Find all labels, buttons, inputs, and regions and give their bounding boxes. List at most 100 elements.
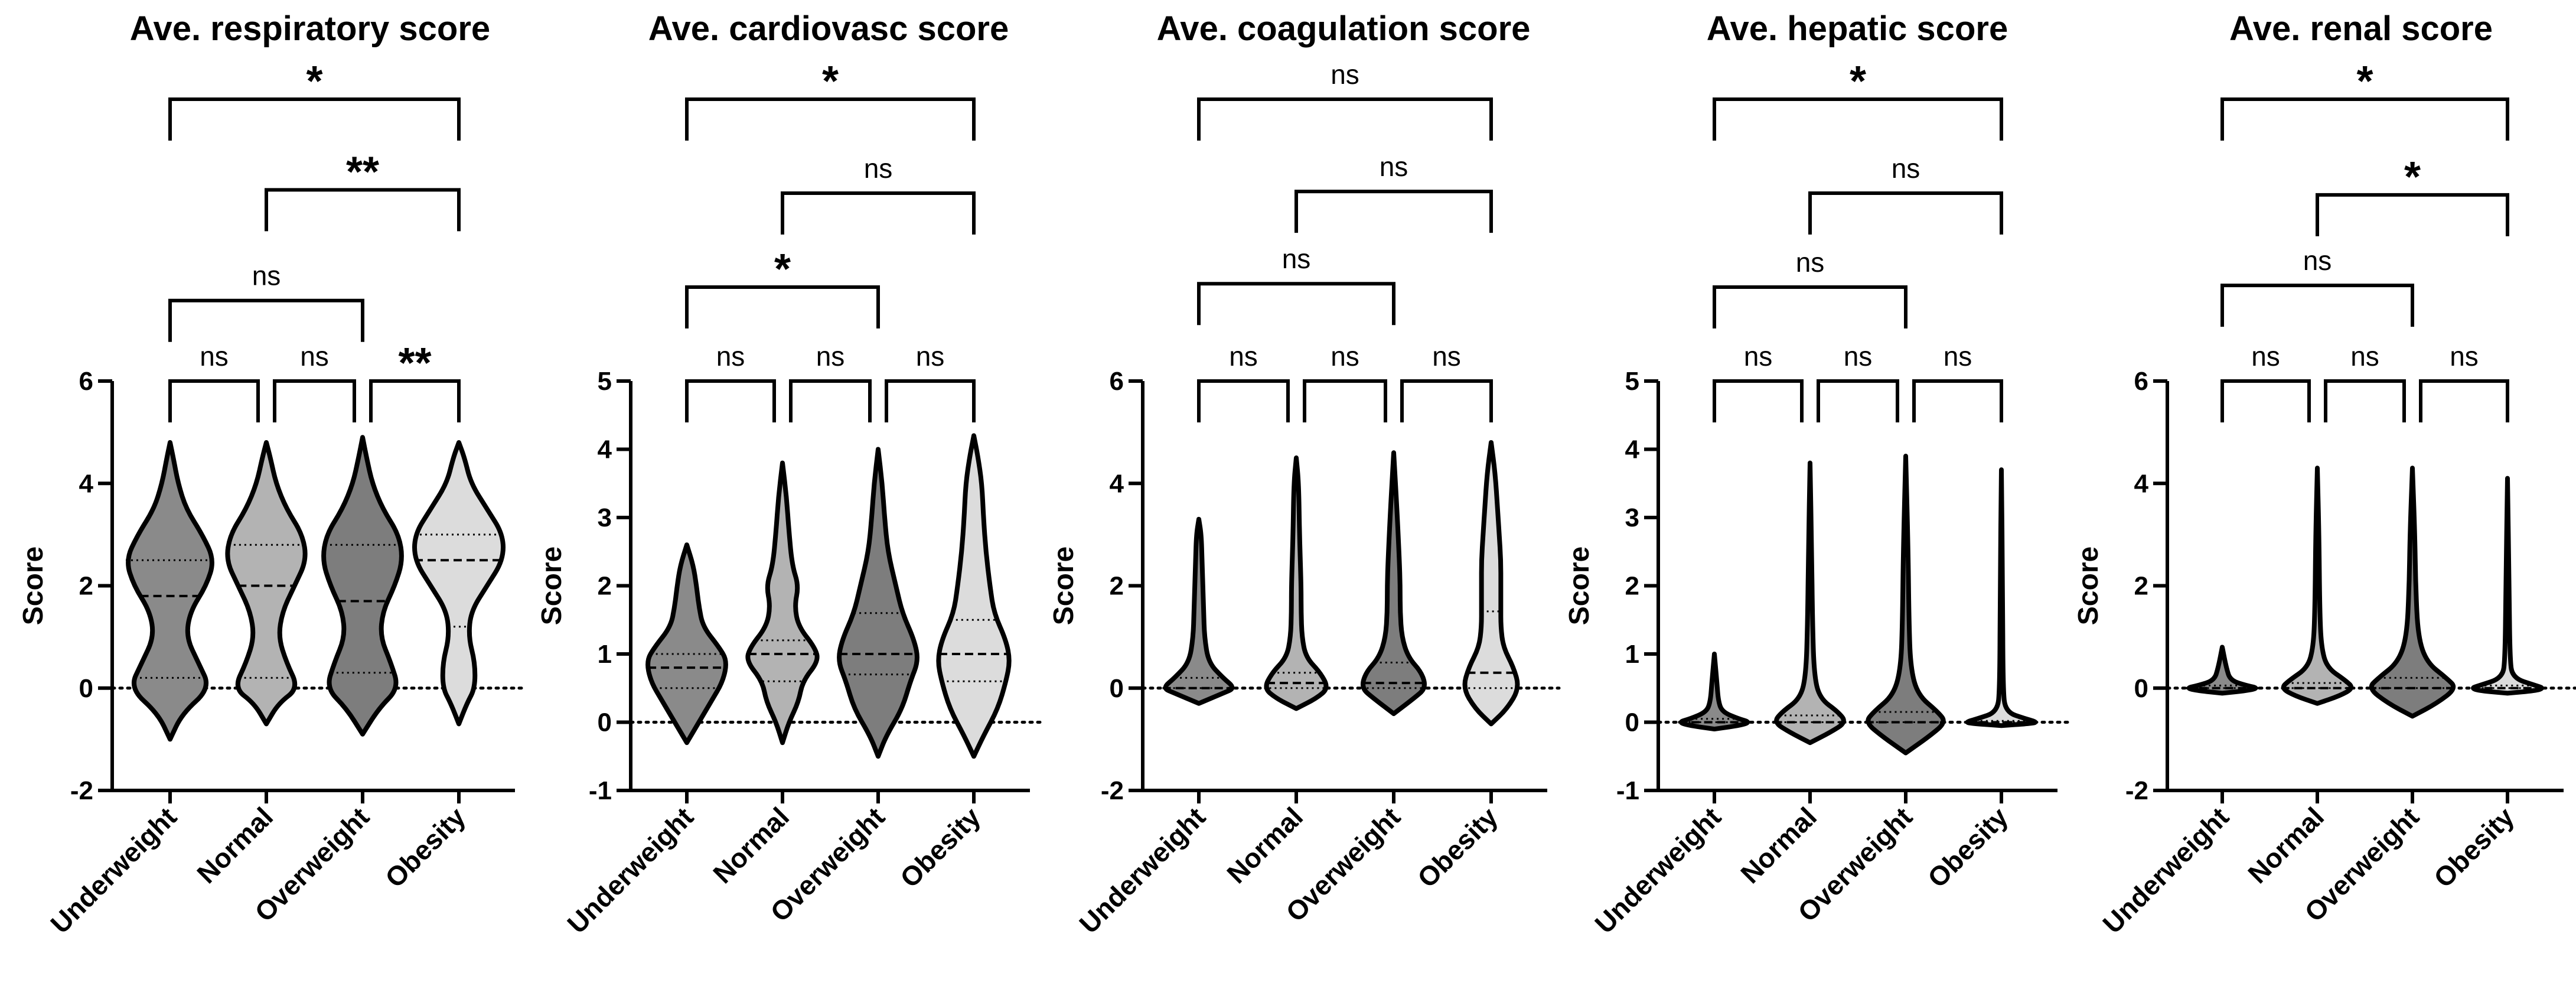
y-tick-label: -1: [1616, 776, 1639, 805]
chart-panel-5: Ave. renal score -2 0 2 4 6 Score Underweight No…: [2073, 9, 2576, 939]
significance-bracket: [1294, 190, 1493, 233]
y-tick-label: 2: [1625, 572, 1639, 601]
y-axis-label: Score: [1048, 546, 1080, 625]
y-tick-label: 1: [1625, 640, 1639, 669]
significance-label: *: [306, 58, 322, 105]
significance-bracket: [1713, 285, 1907, 328]
significance-bracket: [273, 379, 356, 422]
significance-bracket: [1197, 379, 1290, 422]
significance-bracket: [1197, 282, 1395, 326]
violin-underweight: [1678, 652, 1750, 732]
y-tick-label: 1: [598, 640, 612, 669]
y-tick-label: -1: [589, 776, 612, 805]
y-tick-label: -2: [2125, 776, 2148, 805]
chart-title: Ave. coagulation score: [1157, 9, 1531, 48]
y-tick-label: 0: [1625, 708, 1639, 737]
significance-bracket: [2220, 97, 2509, 141]
significance-label: ns: [1796, 247, 1825, 278]
chart-title: Ave. hepatic score: [1707, 9, 2008, 48]
chart-title: Ave. respiratory score: [130, 9, 490, 48]
chart-panel-2: Ave. cardiovasc score -1 0 1 2 3 4 5 Score Underw…: [536, 9, 1044, 939]
violin-obesity: [936, 433, 1012, 759]
violin-normal: [745, 460, 820, 746]
significance-label: **: [346, 148, 379, 196]
chart-title: Ave. cardiovasc score: [648, 9, 1009, 48]
significance-label: ns: [1944, 341, 1972, 372]
significance-label: ns: [2350, 341, 2379, 372]
violin-overweight: [321, 435, 404, 737]
chart-title: Ave. renal score: [2229, 9, 2493, 48]
y-tick-label: -2: [1101, 776, 1124, 805]
significance-bracket: [1912, 379, 2003, 422]
y-tick-label: 4: [1625, 435, 1640, 464]
y-tick-label: 4: [2134, 469, 2149, 498]
significance-bracket: [1400, 379, 1493, 422]
violin-underweight: [645, 542, 728, 746]
y-axis-label: Score: [18, 546, 49, 625]
x-tick-label: Normal: [707, 801, 795, 889]
significance-bracket: [2220, 284, 2414, 327]
significance-label: *: [1850, 58, 1866, 105]
y-tick-label: 5: [1625, 367, 1639, 396]
chart-panel-1: Ave. respiratory score -2 0 2 4 6 Score Underwe…: [18, 9, 529, 939]
significance-bracket: [2324, 379, 2406, 422]
significance-bracket: [168, 298, 364, 342]
violin-overweight: [1361, 450, 1427, 717]
y-tick-label: -2: [70, 776, 93, 805]
violin-obesity: [1965, 467, 2038, 728]
significance-bracket: [685, 97, 976, 141]
x-tick-label: Underweight: [1073, 801, 1211, 939]
y-tick-label: 2: [598, 572, 612, 601]
significance-bracket: [1808, 191, 2003, 235]
significance-label: ns: [1892, 153, 1920, 184]
violin-normal: [1264, 455, 1329, 711]
y-axis-label: Score: [536, 546, 568, 625]
significance-label: ns: [252, 261, 281, 291]
significance-label: ns: [1331, 341, 1359, 372]
y-tick-label: 5: [598, 367, 612, 396]
significance-bracket: [1713, 379, 1804, 422]
significance-bracket: [2220, 379, 2311, 422]
y-tick-label: 0: [79, 674, 93, 703]
chart-panel-4: Ave. hepatic score -1 0 1 2 3 4 5 Score Underweig…: [1564, 9, 2071, 939]
significance-bracket: [789, 379, 872, 422]
violin-obesity: [412, 440, 506, 727]
x-tick-label: Obesity: [2428, 801, 2520, 893]
significance-bracket: [168, 97, 461, 141]
y-tick-label: 3: [598, 503, 612, 532]
violin-overweight: [1866, 454, 1946, 756]
significance-label: **: [398, 340, 431, 387]
y-tick-label: 4: [79, 469, 94, 498]
significance-label: ns: [1844, 341, 1873, 372]
x-tick-label: Normal: [2242, 801, 2330, 889]
y-tick-label: 6: [79, 367, 93, 396]
y-tick-label: 2: [1110, 572, 1124, 601]
y-tick-label: 0: [1110, 674, 1124, 703]
x-tick-label: Obesity: [894, 801, 986, 893]
violin-underweight: [126, 440, 214, 742]
significance-label: ns: [1282, 243, 1311, 274]
x-tick-label: Underweight: [561, 801, 699, 939]
significance-bracket: [685, 285, 880, 328]
significance-label: ns: [2251, 341, 2280, 372]
y-axis-label: Score: [2073, 546, 2104, 625]
y-tick-label: 2: [2134, 572, 2148, 601]
significance-label: ns: [1229, 341, 1258, 372]
significance-bracket: [685, 379, 776, 422]
y-tick-label: 0: [598, 708, 612, 737]
significance-bracket: [168, 379, 260, 422]
significance-bracket: [885, 379, 976, 422]
x-tick-label: Obesity: [1922, 801, 2014, 893]
x-tick-label: Underweight: [44, 801, 182, 939]
significance-label: ns: [1432, 341, 1461, 372]
significance-bracket: [1713, 97, 2003, 141]
violin-normal: [1774, 460, 1846, 746]
significance-label: *: [2404, 154, 2421, 201]
significance-bracket: [1303, 379, 1387, 422]
y-axis-label: Score: [1564, 546, 1595, 625]
significance-label: ns: [916, 341, 945, 372]
violin-overweight: [2369, 466, 2456, 719]
significance-label: ns: [716, 341, 745, 372]
violin-obesity: [2471, 476, 2544, 696]
